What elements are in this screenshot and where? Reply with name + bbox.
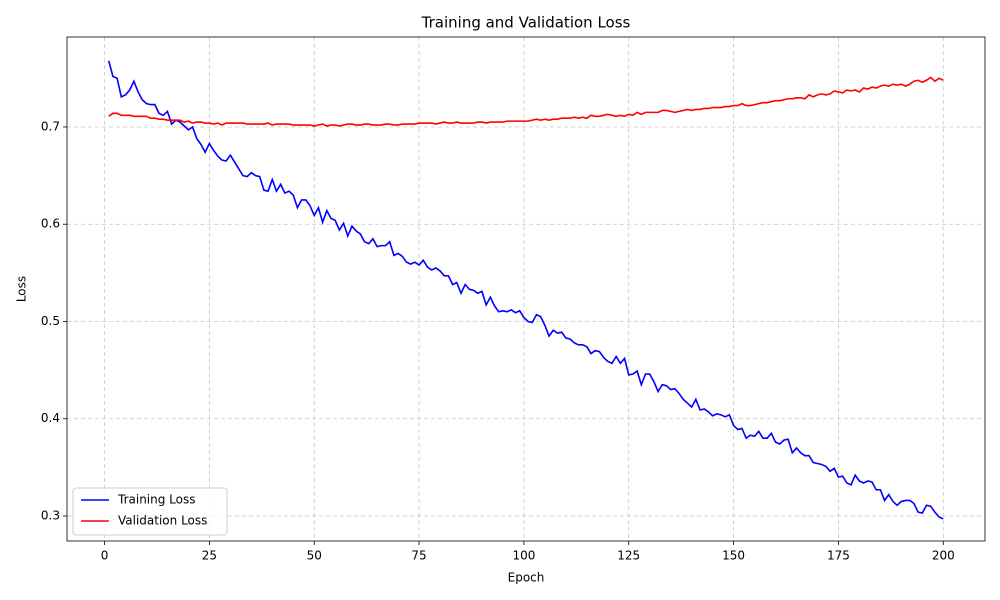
line-series — [108, 76, 944, 127]
x-tick-label: 50 — [307, 549, 322, 563]
x-tick-label: 175 — [827, 549, 850, 563]
plot-frame — [66, 36, 986, 542]
y-tick-label: 0.7 — [41, 119, 60, 133]
x-axis-label: Epoch — [508, 571, 545, 585]
y-tick-label: 0.6 — [41, 217, 60, 231]
legend-label: Validation Loss — [118, 514, 207, 528]
x-tick-label: 75 — [411, 549, 426, 563]
x-tick-label: 150 — [722, 549, 745, 563]
y-tick-label: 0.5 — [41, 314, 60, 328]
legend: Training Loss Validation Loss — [72, 487, 228, 536]
y-tick-label: 0.3 — [41, 509, 60, 523]
x-tick-label: 200 — [932, 549, 955, 563]
legend-label: Training Loss — [117, 493, 195, 507]
legend-box — [72, 487, 228, 536]
x-tick-label: 0 — [101, 549, 109, 563]
x-tick-label: 125 — [617, 549, 640, 563]
line-series — [107, 60, 944, 520]
chart-title: Training and Validation Loss — [421, 14, 631, 32]
x-tick-label: 100 — [512, 549, 535, 563]
x-tick-label: 25 — [202, 549, 217, 563]
y-tick-label: 0.4 — [41, 411, 60, 425]
y-axis-label: Loss — [15, 276, 29, 302]
